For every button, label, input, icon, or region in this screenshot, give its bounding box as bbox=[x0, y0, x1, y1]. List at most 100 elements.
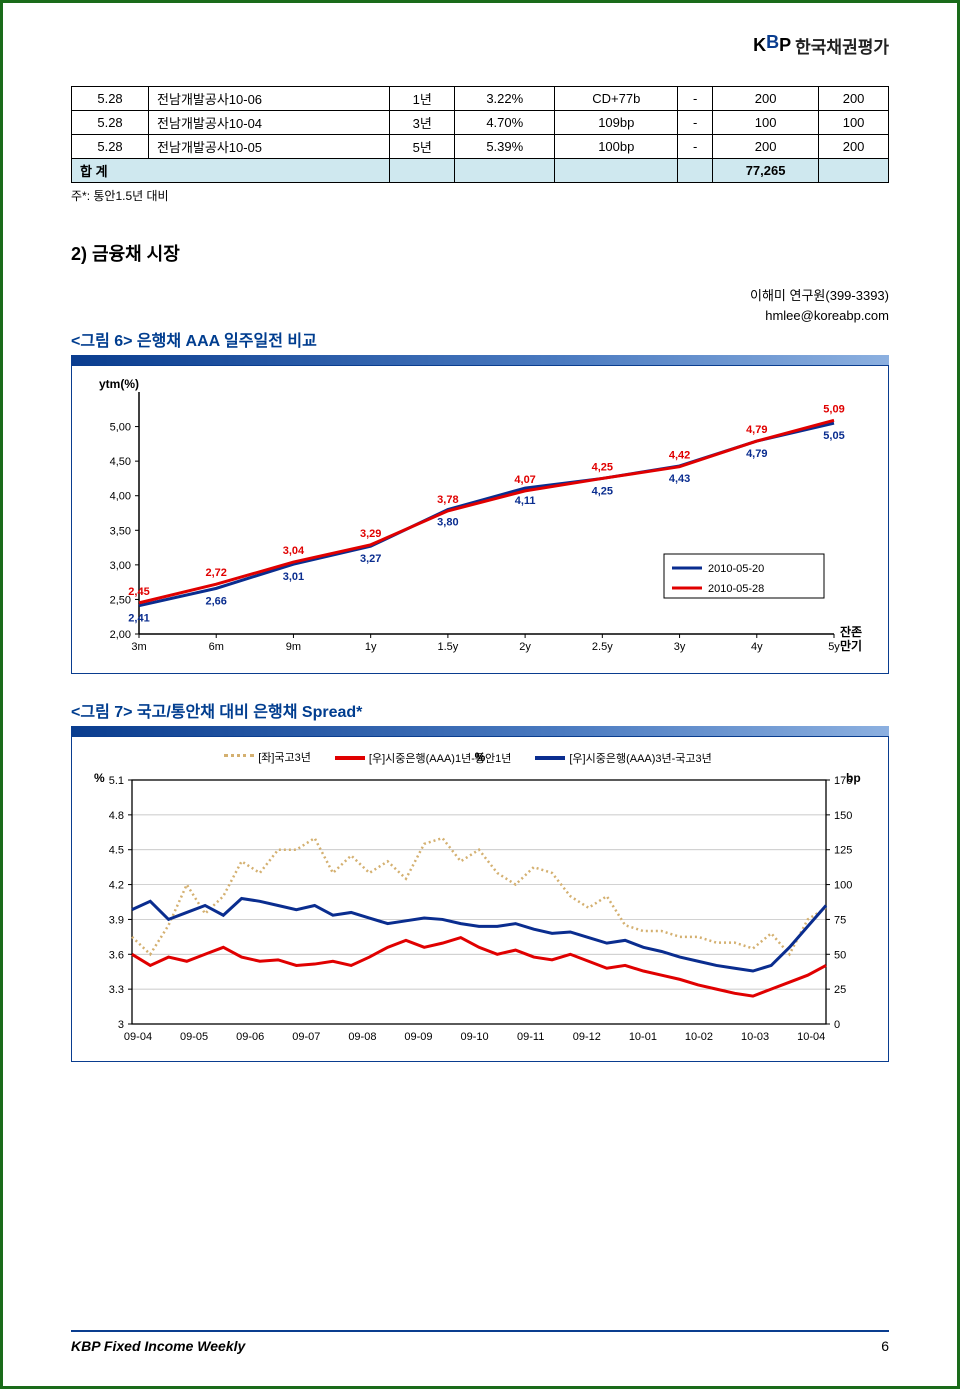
svg-text:4,07: 4,07 bbox=[514, 474, 535, 486]
table-cell bbox=[555, 159, 678, 183]
bond-table: 5.28전남개발공사10-061년3.22%CD+77b-2002005.28전… bbox=[71, 86, 889, 183]
svg-text:10-01: 10-01 bbox=[629, 1031, 657, 1043]
chart6-titlebar bbox=[71, 355, 889, 365]
table-total-row: 합 계 77,265 bbox=[72, 159, 889, 183]
table-cell: 200 bbox=[819, 87, 889, 111]
svg-text:09-07: 09-07 bbox=[292, 1031, 320, 1043]
svg-text:5y: 5y bbox=[828, 641, 840, 653]
chart7-titlebar bbox=[71, 726, 889, 736]
svg-text:4,43: 4,43 bbox=[669, 473, 690, 485]
chart6-box: ytm(%)2,002,503,003,504,004,505,003m6m9m… bbox=[71, 365, 889, 674]
table-cell: 5.28 bbox=[72, 111, 149, 135]
svg-text:3,80: 3,80 bbox=[437, 517, 458, 529]
table-cell: 109bp bbox=[555, 111, 678, 135]
table-cell: - bbox=[678, 87, 713, 111]
svg-text:2010-05-20: 2010-05-20 bbox=[708, 563, 764, 575]
svg-text:5.1: 5.1 bbox=[109, 775, 124, 787]
table-cell: 100 bbox=[713, 111, 819, 135]
svg-text:2,45: 2,45 bbox=[128, 586, 149, 598]
table-footnote: 주*: 통안1.5년 대비 bbox=[71, 187, 889, 204]
svg-text:3y: 3y bbox=[674, 641, 686, 653]
chart7-box: % [좌]국고3년 [우]시중은행(AAA)1년-통안1년 [우]시중은행(AAA)… bbox=[71, 736, 889, 1062]
svg-text:75: 75 bbox=[834, 914, 846, 926]
svg-text:ytm(%): ytm(%) bbox=[99, 377, 139, 391]
logo-mark: KBP bbox=[753, 35, 791, 56]
section-heading: 2) 금융채 시장 bbox=[71, 240, 889, 266]
chart7-svg: 33.33.63.94.24.54.85.1025507510012515017… bbox=[84, 772, 874, 1052]
svg-text:2,00: 2,00 bbox=[110, 629, 131, 641]
svg-text:5,09: 5,09 bbox=[823, 403, 844, 415]
svg-text:2.5y: 2.5y bbox=[592, 641, 613, 653]
table-cell: 전남개발공사10-04 bbox=[149, 111, 390, 135]
table-cell bbox=[455, 159, 555, 183]
author-block: 이해미 연구원(399-3393) hmlee@koreabp.com bbox=[71, 286, 889, 325]
table-cell bbox=[390, 159, 455, 183]
svg-text:0: 0 bbox=[834, 1019, 840, 1031]
table-cell: 5.28 bbox=[72, 135, 149, 159]
svg-text:50: 50 bbox=[834, 949, 846, 961]
svg-text:10-03: 10-03 bbox=[741, 1031, 769, 1043]
svg-text:4,25: 4,25 bbox=[592, 485, 613, 497]
table-cell: 1년 bbox=[390, 87, 455, 111]
svg-text:3,00: 3,00 bbox=[110, 560, 131, 572]
svg-text:4,79: 4,79 bbox=[746, 424, 767, 436]
table-cell bbox=[678, 159, 713, 183]
table-cell: 전남개발공사10-06 bbox=[149, 87, 390, 111]
svg-text:2,41: 2,41 bbox=[128, 613, 149, 625]
footer-page: 6 bbox=[881, 1338, 889, 1354]
legend-item: [좌]국고3년 bbox=[224, 749, 311, 765]
table-cell: 100bp bbox=[555, 135, 678, 159]
legend-label: [우]시중은행(AAA)1년-통안1년 bbox=[369, 750, 511, 766]
svg-text:3.6: 3.6 bbox=[109, 949, 124, 961]
svg-text:3,29: 3,29 bbox=[360, 528, 381, 540]
table-cell: 5.28 bbox=[72, 87, 149, 111]
chart7-legend: % [좌]국고3년 [우]시중은행(AAA)1년-통안1년 [우]시중은행(AAA)… bbox=[84, 745, 876, 772]
table-cell: 5.39% bbox=[455, 135, 555, 159]
header-logo: KBP 한국채권평가 bbox=[71, 33, 889, 58]
legend-swatch bbox=[535, 756, 565, 760]
table-cell: 200 bbox=[713, 135, 819, 159]
svg-text:bp: bp bbox=[846, 772, 861, 785]
svg-text:3,01: 3,01 bbox=[283, 571, 304, 583]
svg-text:2,72: 2,72 bbox=[206, 567, 227, 579]
svg-text:09-08: 09-08 bbox=[348, 1031, 376, 1043]
svg-text:4.2: 4.2 bbox=[109, 880, 124, 892]
svg-text:만기: 만기 bbox=[840, 638, 862, 653]
svg-text:잔존: 잔존 bbox=[840, 624, 862, 639]
legend-swatch bbox=[224, 754, 254, 760]
svg-text:1.5y: 1.5y bbox=[437, 641, 458, 653]
table-cell: 100 bbox=[819, 111, 889, 135]
table-cell: - bbox=[678, 135, 713, 159]
svg-text:3,04: 3,04 bbox=[283, 545, 305, 557]
svg-text:09-11: 09-11 bbox=[517, 1031, 544, 1043]
total-label: 합 계 bbox=[72, 159, 390, 183]
svg-text:3: 3 bbox=[118, 1019, 124, 1031]
svg-text:150: 150 bbox=[834, 810, 852, 822]
total-value: 77,265 bbox=[713, 159, 819, 183]
table-row: 5.28전남개발공사10-043년4.70%109bp-100100 bbox=[72, 111, 889, 135]
logo-text: 한국채권평가 bbox=[795, 33, 889, 58]
svg-text:09-04: 09-04 bbox=[124, 1031, 152, 1043]
table-cell: 4.70% bbox=[455, 111, 555, 135]
legend-label: [좌]국고3년 bbox=[258, 749, 311, 765]
table-row: 5.28전남개발공사10-061년3.22%CD+77b-200200 bbox=[72, 87, 889, 111]
svg-text:4.8: 4.8 bbox=[109, 810, 124, 822]
svg-text:2010-05-28: 2010-05-28 bbox=[708, 583, 764, 595]
table-cell: - bbox=[678, 111, 713, 135]
chart6-title: <그림 6> 은행채 AAA 일주일전 비교 bbox=[71, 327, 889, 351]
svg-text:4y: 4y bbox=[751, 641, 763, 653]
svg-text:4.5: 4.5 bbox=[109, 845, 124, 857]
svg-text:09-12: 09-12 bbox=[573, 1031, 601, 1043]
svg-text:9m: 9m bbox=[286, 641, 301, 653]
chart7-title: <그림 7> 국고/통안채 대비 은행채 Spread* bbox=[71, 698, 889, 722]
svg-text:2y: 2y bbox=[519, 641, 531, 653]
svg-text:10-04: 10-04 bbox=[797, 1031, 825, 1043]
table-cell: 3.22% bbox=[455, 87, 555, 111]
svg-text:4,25: 4,25 bbox=[592, 461, 613, 473]
svg-text:4,42: 4,42 bbox=[669, 450, 690, 462]
svg-text:4,11: 4,11 bbox=[515, 495, 536, 507]
chart7-left-unit: % bbox=[475, 750, 486, 764]
table-cell: 3년 bbox=[390, 111, 455, 135]
svg-text:09-09: 09-09 bbox=[404, 1031, 432, 1043]
legend-item: [우]시중은행(AAA)3년-국고3년 bbox=[535, 750, 711, 766]
